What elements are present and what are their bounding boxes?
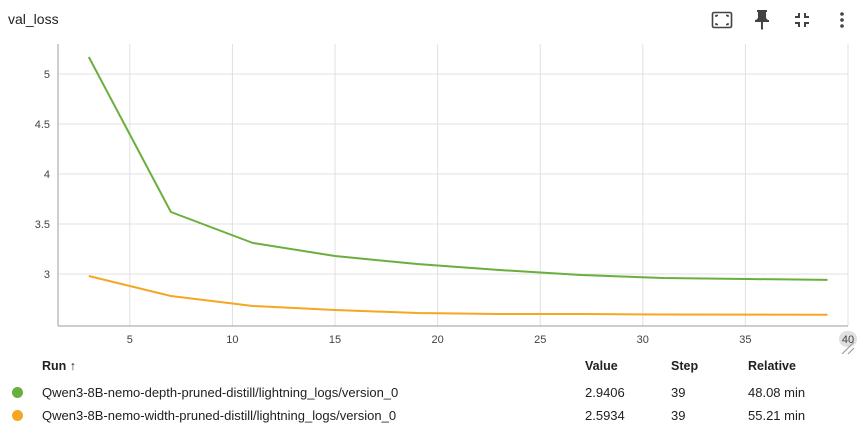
table-row: Qwen3-8B-nemo-depth-pruned-distill/light… xyxy=(0,382,858,404)
y-tick-label: 3.5 xyxy=(35,219,50,231)
collapse-icon[interactable] xyxy=(790,8,814,32)
x-tick-label: 30 xyxy=(637,334,649,346)
y-tick-label: 5 xyxy=(44,69,50,81)
y-tick-label: 4.5 xyxy=(35,119,50,131)
value-column-header[interactable]: Value xyxy=(585,359,618,373)
x-tick-label: 25 xyxy=(534,334,546,346)
card-header: val_loss xyxy=(0,0,858,40)
table-row: Qwen3-8B-nemo-width-pruned-distill/light… xyxy=(0,405,858,427)
run-step: 39 xyxy=(671,385,686,400)
relative-column-header[interactable]: Relative xyxy=(748,359,796,373)
run-name: Qwen3-8B-nemo-width-pruned-distill/light… xyxy=(42,408,397,423)
x-tick-label: 40 xyxy=(842,334,854,346)
table-header-row: Run ↑ Value Step Relative xyxy=(0,356,858,378)
run-relative: 55.21 min xyxy=(748,408,806,423)
y-tick-label: 4 xyxy=(44,169,50,181)
x-tick-label: 35 xyxy=(739,334,751,346)
run-column-header[interactable]: Run ↑ xyxy=(42,359,77,373)
line-chart[interactable]: 5 10 15 20 25 30 35 40 3 3.5 4 4.5 5 xyxy=(0,36,858,354)
series-line-1 xyxy=(88,275,828,316)
step-column-header[interactable]: Step xyxy=(671,359,699,373)
x-tick-label: 5 xyxy=(127,334,133,346)
run-color-dot xyxy=(12,410,23,421)
more-vert-icon[interactable] xyxy=(830,8,854,32)
run-relative: 48.08 min xyxy=(748,385,806,400)
x-tick-label: 20 xyxy=(431,334,443,346)
run-value: 2.9406 xyxy=(585,385,625,400)
resize-grip-icon xyxy=(841,341,855,354)
run-value: 2.5934 xyxy=(585,408,625,423)
run-color-dot xyxy=(12,387,23,398)
fit-domain-icon[interactable] xyxy=(710,8,734,32)
run-step: 39 xyxy=(671,408,686,423)
x-tick-label: 15 xyxy=(329,334,341,346)
chart-title: val_loss xyxy=(8,11,59,27)
series-line-0 xyxy=(87,56,828,281)
pin-icon[interactable] xyxy=(750,8,774,32)
y-tick-label: 3 xyxy=(44,269,50,281)
run-name: Qwen3-8B-nemo-depth-pruned-distill/light… xyxy=(42,385,399,400)
x-tick-label: 10 xyxy=(226,334,238,346)
